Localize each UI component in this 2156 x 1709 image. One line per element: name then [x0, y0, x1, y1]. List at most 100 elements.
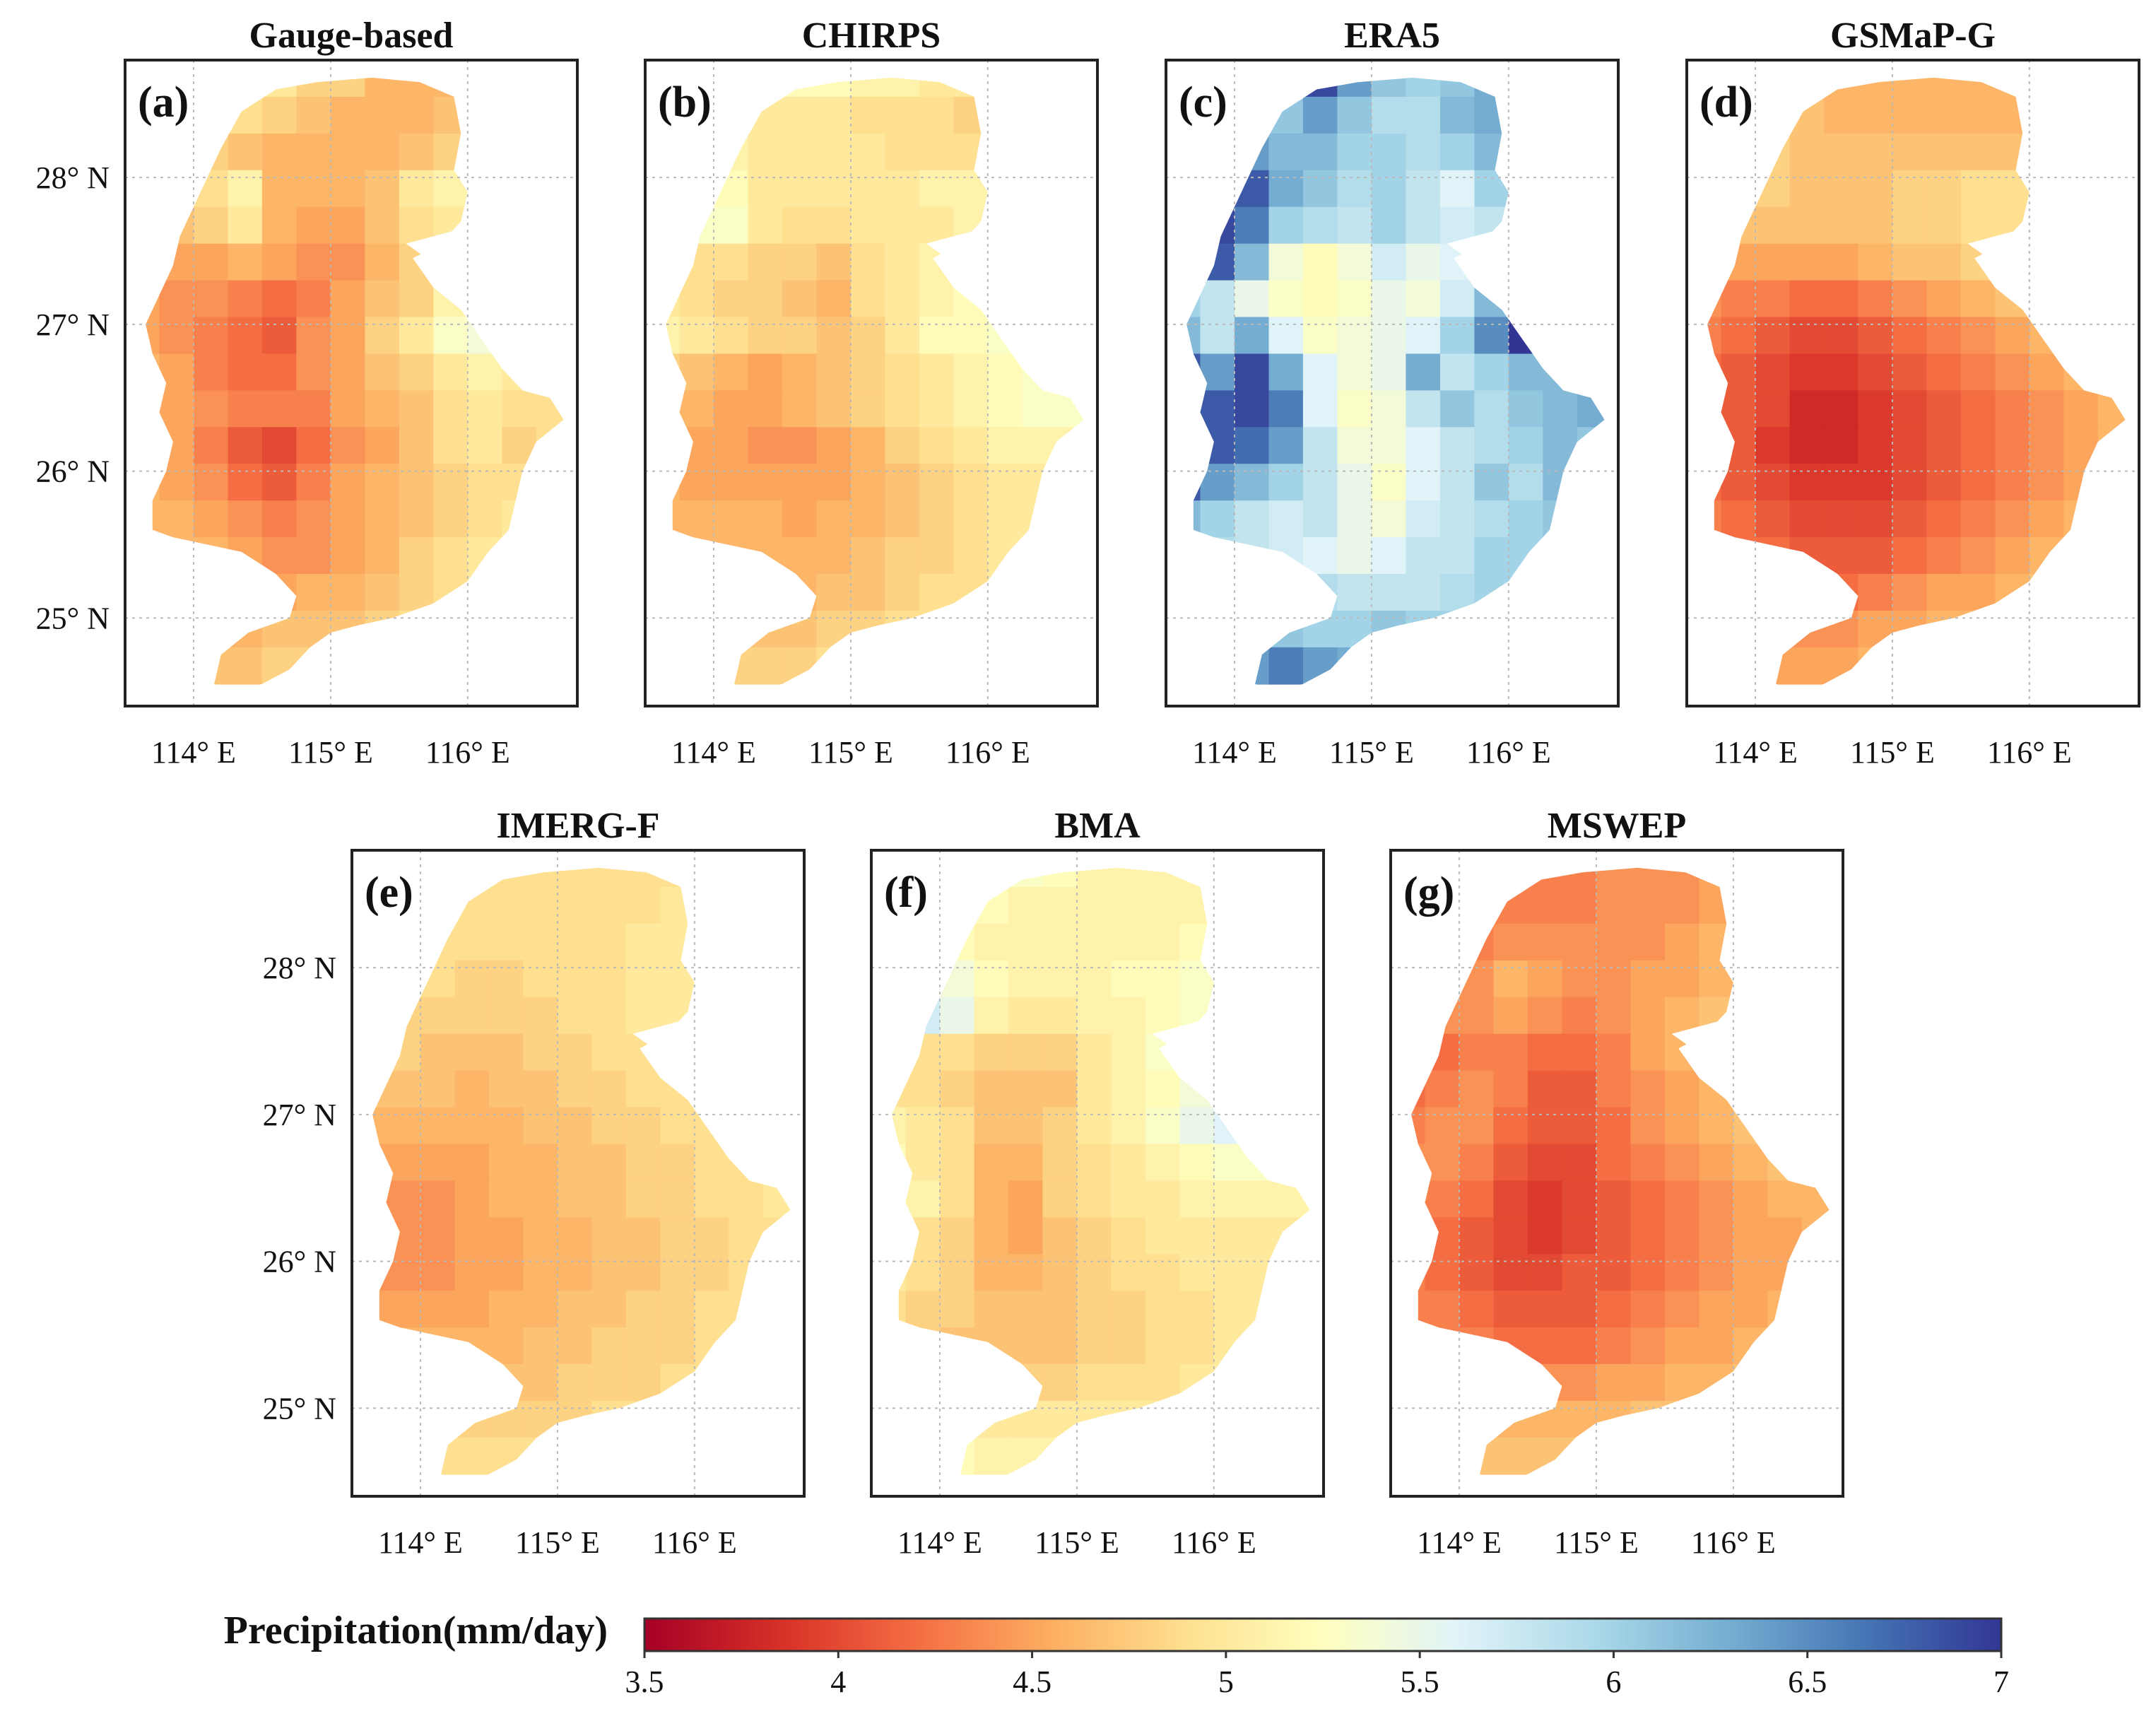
heat-cell [365, 133, 400, 171]
heat-cell [1493, 867, 1528, 888]
heat-cell [1145, 867, 1181, 888]
lake-mask [632, 1018, 695, 1049]
heat-cell [1664, 1070, 1700, 1108]
heat-cell [905, 1070, 941, 1108]
heat-cell [1474, 464, 1509, 501]
heat-cell [1371, 574, 1407, 611]
heat-cell [1493, 1254, 1528, 1291]
heat-cell [1200, 611, 1235, 648]
heat-cell [1596, 1180, 1632, 1218]
heat-cell [694, 923, 730, 961]
heat-cell [2097, 464, 2126, 501]
heat-cell [330, 427, 366, 464]
heat-cell [1543, 170, 1578, 208]
heat-cell [885, 390, 920, 428]
heat-cell [1767, 1254, 1803, 1291]
heat-cell [1767, 1364, 1803, 1402]
heat-cell [1755, 537, 1791, 575]
heat-cell [2063, 206, 2099, 245]
heat-cell [1459, 1144, 1495, 1182]
heat-cell [625, 1254, 661, 1291]
lon-tick-label: 114° E [671, 735, 756, 770]
heat-cell [694, 1070, 730, 1108]
heat-cell [1721, 243, 1756, 281]
heat-cell [1459, 1180, 1495, 1218]
heat-cell [296, 353, 331, 392]
heat-cell [1302, 317, 1338, 355]
heat-cell [296, 170, 331, 208]
heat-cell [1200, 427, 1235, 464]
heat-cell [762, 1254, 791, 1291]
heat-cell [523, 1327, 558, 1365]
heat-cell [1527, 1401, 1563, 1438]
heat-cell [1042, 1180, 1078, 1218]
heat-cell [372, 1107, 387, 1145]
heat-cell [1022, 427, 1057, 464]
heat-cell [1200, 280, 1235, 318]
heat-cell [660, 1070, 695, 1108]
heat-cell [1596, 1217, 1632, 1255]
heat-cell [1858, 280, 1893, 318]
heat-cell [1337, 500, 1372, 538]
heat-cell [1543, 390, 1578, 428]
heat-cell [1439, 133, 1475, 171]
heat-cell [885, 353, 920, 392]
heat-cell [1439, 500, 1475, 538]
heat-cell [1699, 960, 1734, 998]
heat-cell [748, 647, 783, 685]
heat-cell [1008, 1217, 1044, 1255]
heat-cell [330, 647, 366, 685]
heat-cell [885, 206, 920, 245]
heat-cell [1282, 1291, 1310, 1328]
heat-cell [1425, 1437, 1460, 1475]
heat-cell [1926, 464, 1962, 501]
heat-cell [1995, 500, 2030, 538]
heat-cell [1337, 537, 1372, 575]
heat-cell [1789, 647, 1825, 685]
heat-cell [1767, 1070, 1803, 1108]
heat-cell [892, 997, 907, 1035]
heat-cell [1282, 886, 1310, 924]
heat-cell [1858, 427, 1893, 464]
heat-cell [1337, 427, 1372, 464]
heat-cell [1200, 353, 1235, 392]
heat-cell [1960, 77, 1996, 98]
heat-cell [536, 611, 564, 648]
heat-cell [782, 133, 818, 171]
heat-cell [1337, 353, 1372, 392]
heat-cell [420, 1180, 456, 1218]
heat-cell [666, 243, 681, 281]
heat-cell [146, 133, 160, 171]
lake-mask [1152, 1018, 1214, 1049]
heat-cell [1459, 923, 1495, 961]
heat-cell [1508, 243, 1544, 281]
heat-cell [1926, 574, 1962, 611]
heat-cell [748, 133, 783, 171]
heat-cell [666, 280, 681, 318]
heat-cell [694, 1327, 730, 1365]
heat-cell [679, 611, 714, 648]
panel-title: GSMaP-G [1830, 16, 1996, 56]
heat-cell [1200, 464, 1235, 501]
heat-cell [2029, 133, 2065, 171]
heat-cell [1042, 960, 1078, 998]
heat-cell [1508, 133, 1544, 171]
heat-cell [1111, 1327, 1146, 1365]
heat-cell [679, 170, 714, 208]
heat-cell [523, 1437, 558, 1475]
heat-cell [660, 1364, 695, 1402]
heat-cell [1508, 170, 1544, 208]
heat-cell [694, 1144, 730, 1182]
heat-cell [1527, 1033, 1563, 1071]
heat-cell [2029, 500, 2065, 538]
heat-cell [194, 427, 229, 464]
heat-cell [1664, 867, 1700, 888]
heat-cell [502, 611, 537, 648]
heat-cell [159, 206, 194, 245]
heat-cell [1960, 427, 1996, 464]
heat-cell [1858, 96, 1893, 134]
heat-cell [1474, 611, 1509, 648]
heat-cell [399, 77, 435, 98]
graticule [645, 60, 1097, 706]
graticule [1166, 60, 1618, 706]
